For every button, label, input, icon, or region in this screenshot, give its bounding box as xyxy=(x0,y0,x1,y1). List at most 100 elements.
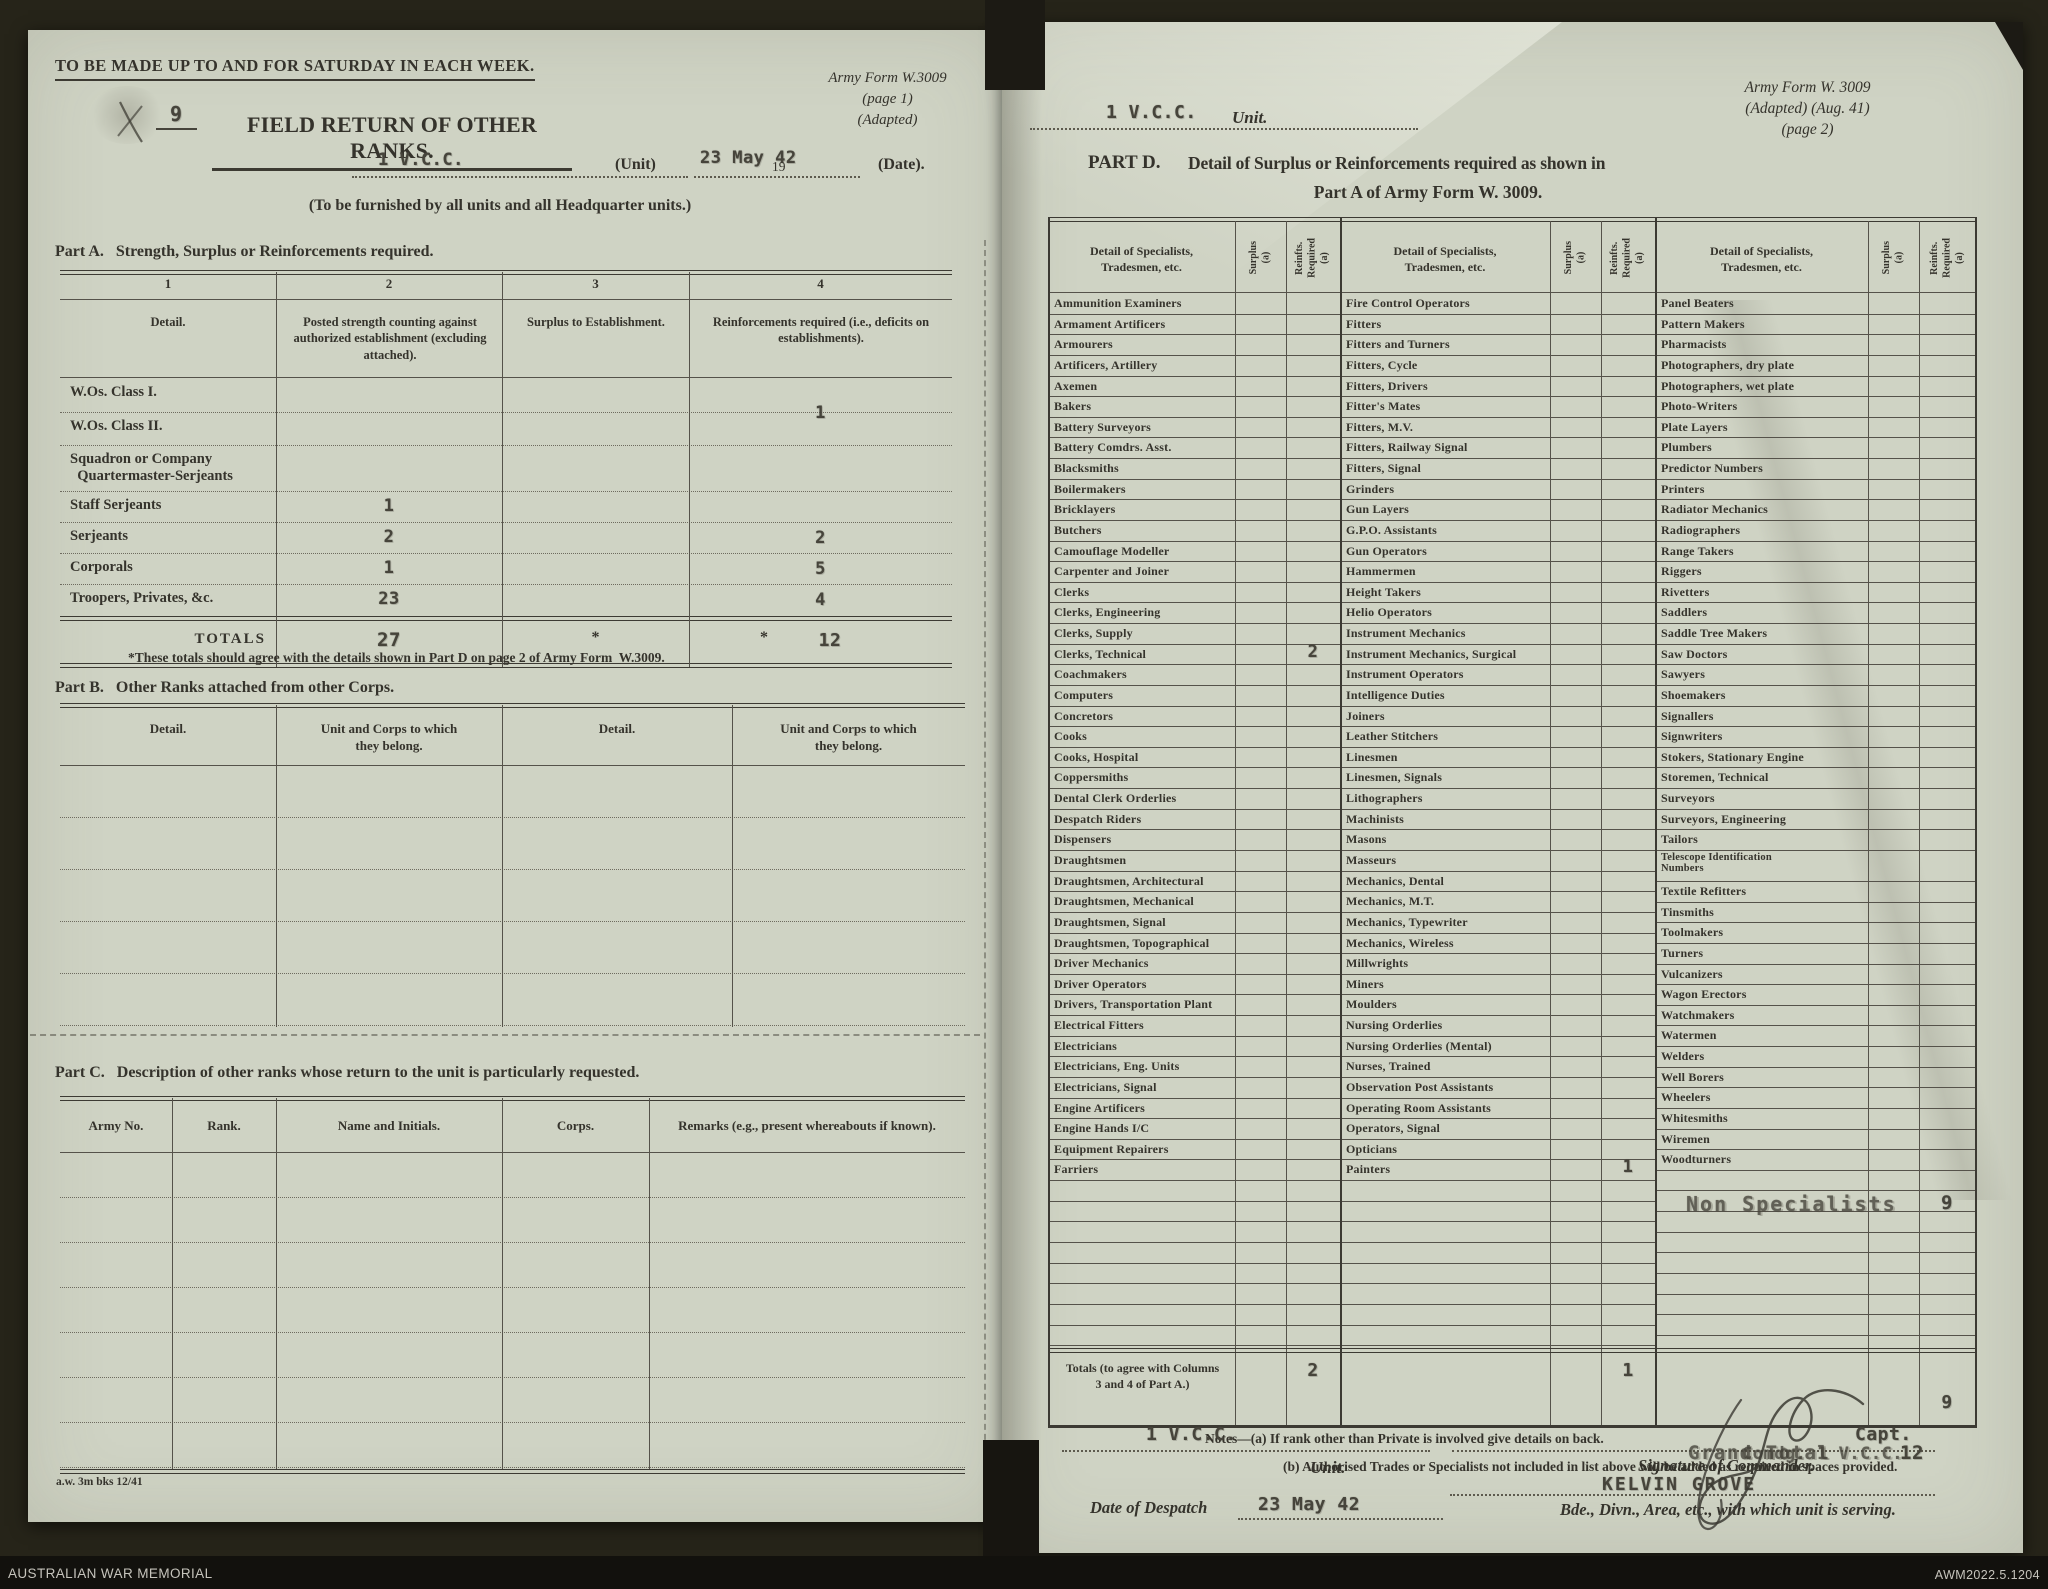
form-ref-p2: Army Form W. 3009 (Adapted) (Aug. 41) (p… xyxy=(1700,78,1915,141)
dotted-row-rule xyxy=(60,869,965,870)
mount-notch-top xyxy=(985,0,1045,90)
dotted-row-rule xyxy=(60,817,965,818)
column-rule xyxy=(732,705,733,1027)
dotted-row-rule xyxy=(60,584,952,585)
part-a-row-label: Squadron or Company Quartermaster-Serjea… xyxy=(70,451,233,484)
double-rule xyxy=(60,703,965,708)
part-a-reinf-value: 5 xyxy=(815,559,826,579)
dotted-row-rule xyxy=(60,1197,965,1198)
double-rule xyxy=(60,616,952,621)
part-a-posted-value: 2 xyxy=(383,527,395,547)
despatch-value: 23 May 42 xyxy=(1258,1494,1361,1515)
dotted-row-rule xyxy=(60,445,952,446)
part-b-header: Unit and Corps to which they belong. xyxy=(780,721,917,753)
unit-label-p1: (Unit) xyxy=(615,156,656,173)
unit-entry-p2: 1 V.C.C. xyxy=(1106,102,1197,123)
form-ref-p1-line3: (Adapted) xyxy=(857,112,918,128)
part-a-posted-value: 1 xyxy=(383,496,395,516)
part-c-header: Remarks (e.g., present whereabouts if kn… xyxy=(678,1118,936,1133)
part-a-reinf-value: 1 xyxy=(815,403,826,423)
part-a-row-label: W.Os. Class II. xyxy=(70,418,163,434)
column-rule xyxy=(276,1098,277,1469)
column-rule xyxy=(276,272,277,667)
serial-number: 9 xyxy=(156,102,197,130)
bde-rule xyxy=(1450,1470,1935,1496)
part-c-header: Rank. xyxy=(207,1118,241,1133)
archive-caption: AUSTRALIAN WAR MEMORIAL xyxy=(8,1566,213,1581)
part-a-row-label: Staff Serjeants xyxy=(70,497,162,513)
part-a-heading: Part A. Strength, Surplus or Reinforceme… xyxy=(55,243,434,260)
part-a-header: Posted strength counting against authori… xyxy=(293,315,487,362)
unit-label-p2: Unit. xyxy=(1232,108,1268,127)
double-rule xyxy=(60,663,952,668)
location-entry: KELVIN GROVE xyxy=(1602,1474,1757,1495)
double-rule xyxy=(60,1096,965,1101)
page-1 xyxy=(28,30,1002,1522)
commander-signature xyxy=(1697,1389,1865,1531)
non-specialists-value: 9 xyxy=(1941,1192,1953,1214)
part-a-col-number: 2 xyxy=(385,276,393,291)
part-a-header: Surplus to Establishment. xyxy=(527,315,665,329)
part-a-header: Detail. xyxy=(150,315,186,329)
dotted-row-rule xyxy=(60,1377,965,1378)
comdg-entry: Comdg. 1 V.C.C. xyxy=(1742,1444,1904,1464)
unit-bottom-rule xyxy=(1062,1424,1430,1452)
form-ref-p1-line2: (page 1) xyxy=(862,91,913,107)
form-ref-p2-line1: Army Form W. 3009 xyxy=(1744,79,1871,96)
dotted-row-rule xyxy=(60,1467,965,1468)
part-a-row-label: Troopers, Privates, &c. xyxy=(70,590,214,606)
date-entry-p1: 23 May 42 xyxy=(700,148,797,168)
part-c-heading: Part C. Description of other ranks whose… xyxy=(55,1064,640,1081)
unit-line-rule-p2 xyxy=(1030,102,1418,130)
pen-cross-mark xyxy=(117,101,143,143)
part-a-table: 1 2 3 4 Detail. Posted strength counting agai… xyxy=(60,270,952,669)
part-a-col-number: 1 xyxy=(164,276,172,291)
part-a-header: Reinforcements required (i.e., deficits … xyxy=(712,315,930,346)
part-c-header: Name and Initials. xyxy=(337,1118,441,1133)
part-a-totals-label: TOTALS xyxy=(194,631,266,647)
dotted-row-rule xyxy=(60,1242,965,1243)
dotted-row-rule xyxy=(60,1025,965,1026)
part-a-row-label: W.Os. Class I. xyxy=(70,384,157,400)
part-b-header: Unit and Corps to which they belong. xyxy=(320,721,458,753)
notes-a: Notes—(a) If rank other than Private is … xyxy=(1205,1431,1604,1446)
column-rule xyxy=(649,1098,650,1469)
archive-reference: AWM2022.5.1204 xyxy=(1934,1568,2040,1582)
dotted-row-rule xyxy=(60,412,952,413)
unit-entry-p1: 1 V.C.C. xyxy=(378,150,464,170)
double-rule xyxy=(60,270,952,275)
part-a-totals-reinf: 12 xyxy=(818,630,842,651)
signature-rule xyxy=(1452,1424,1935,1452)
column-rule xyxy=(172,1098,173,1469)
despatch-label: Date of Despatch xyxy=(1090,1498,1208,1517)
furnish-note: (To be furnished by all units and all He… xyxy=(308,197,692,214)
part-a-footnote: *These totals should agree with the deta… xyxy=(128,650,665,665)
unit-entry-bottom: 1 V.C.C. xyxy=(1146,1424,1237,1445)
part-d-heading-line2: Part A of Army Form W. 3009. xyxy=(1313,182,1543,202)
dotted-row-rule xyxy=(60,1287,965,1288)
dotted-row-rule xyxy=(60,522,952,523)
page1-edge-perforation xyxy=(984,240,986,1460)
part-b-header: Detail. xyxy=(149,721,187,736)
part-a-posted-value: 23 xyxy=(378,589,400,609)
unit-label-bottom: Unit. xyxy=(1310,1458,1346,1477)
bde-label: Bde., Divn., Area, etc., with which unit… xyxy=(1560,1500,1896,1519)
dotted-row-rule xyxy=(60,553,952,554)
part-a-totals-surplus-star: * xyxy=(591,629,600,646)
mount-bottom-strip xyxy=(0,1556,2048,1589)
column-rule xyxy=(689,272,690,667)
perforation-line xyxy=(30,1034,980,1036)
part-a-col-number: 3 xyxy=(592,276,599,291)
part-a-totals-reinf-star: * xyxy=(760,629,768,646)
column-rule xyxy=(502,272,503,667)
part-b-header: Detail. xyxy=(598,721,636,736)
part-a-row-label: Serjeants xyxy=(70,528,128,544)
part-d-label: PART D. xyxy=(1088,152,1161,173)
column-rule xyxy=(502,705,503,1027)
dotted-row-rule xyxy=(60,973,965,974)
date-label: (Date). xyxy=(878,156,925,173)
part-a-row-label: Corporals xyxy=(70,559,133,575)
date-line-rule xyxy=(694,150,860,178)
part-c-table: Army No. Rank. Name and Initials. Corps. Rem… xyxy=(60,1096,965,1475)
page-2 xyxy=(1002,22,2023,1553)
